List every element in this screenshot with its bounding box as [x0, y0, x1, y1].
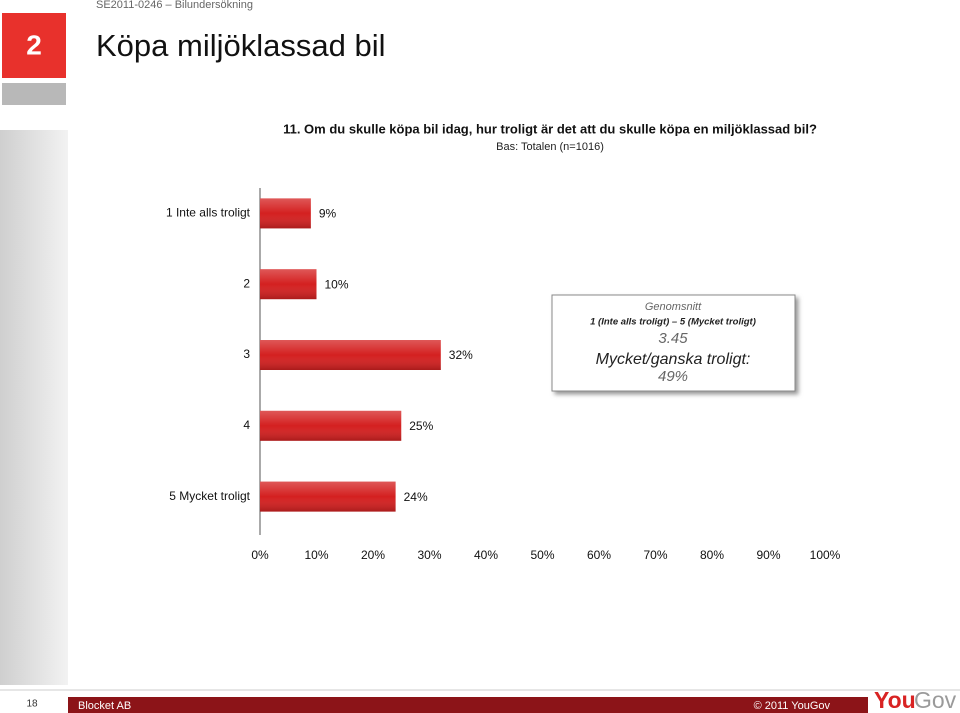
x-tick-label: 90% [756, 548, 780, 562]
number-box [2, 13, 66, 78]
footer-company: Blocket AB [78, 700, 131, 712]
x-tick-label: 80% [700, 548, 724, 562]
project-label: SE2011-0246 – Bilundersökning [96, 0, 253, 11]
footer-copyright: © 2011 YouGov [754, 700, 831, 712]
value-label: 24% [404, 490, 428, 504]
bar-shine [260, 340, 441, 370]
y-tick-label: 1 Inte alls troligt [166, 206, 251, 220]
bar-shine [260, 410, 402, 441]
logo-you: You [874, 687, 916, 713]
annotation-box [551, 294, 796, 392]
x-tick-label: 10% [304, 548, 328, 562]
y-tick-label: 5 Mycket troligt [169, 489, 250, 503]
annotation-summary-value: 49% [658, 368, 688, 385]
x-tick-label: 0% [251, 548, 269, 562]
bar-shine [260, 481, 396, 512]
value-label: 25% [409, 419, 433, 433]
value-label: 10% [325, 277, 349, 291]
page-number: 18 [26, 699, 38, 710]
annotation-mean: 3.45 [658, 330, 688, 347]
annotation-heading: Genomsnitt [645, 301, 702, 313]
bar-shine [260, 269, 317, 300]
x-tick-label: 60% [587, 548, 611, 562]
x-tick-label: 40% [474, 548, 498, 562]
value-label: 32% [449, 348, 473, 362]
logo-gov: Gov [914, 687, 957, 713]
footer-bar [68, 697, 868, 713]
people-illustration [0, 130, 68, 685]
grey-bar [2, 83, 66, 105]
x-tick-label: 100% [810, 548, 841, 562]
base: Bas: Totalen (n=1016) [496, 141, 604, 153]
annotation-scale: 1 (Inte alls troligt) – 5 (Mycket trolig… [590, 317, 756, 328]
x-tick-label: 50% [530, 548, 554, 562]
annotation-summary-label: Mycket/ganska troligt: [596, 351, 751, 368]
x-tick-label: 70% [643, 548, 667, 562]
x-tick-label: 20% [361, 548, 385, 562]
y-tick-label: 2 [243, 276, 250, 290]
x-tick-label: 30% [417, 548, 441, 562]
y-tick-label: 4 [243, 418, 250, 432]
slide-number: 2 [26, 29, 42, 60]
y-tick-label: 3 [243, 347, 250, 361]
bar-shine [260, 198, 311, 229]
question: 11. Om du skulle köpa bil idag, hur trol… [283, 121, 817, 136]
slide-title: Köpa miljöklassad bil [96, 28, 385, 63]
value-label: 9% [319, 207, 337, 221]
